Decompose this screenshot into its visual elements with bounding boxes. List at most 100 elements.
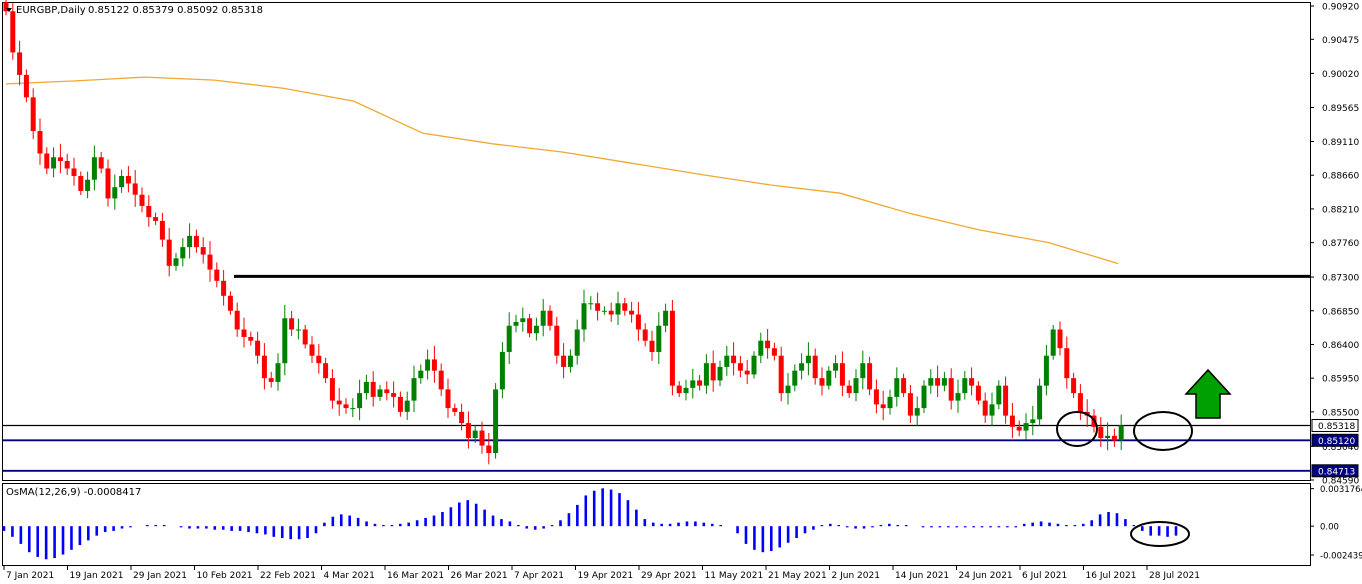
bear-candle [329, 378, 335, 401]
bull-candle [758, 340, 764, 356]
time-axis-label: 21 May 2021 [768, 571, 827, 581]
price-tick-label: 0.88210 [1322, 205, 1359, 215]
bear-candle [302, 329, 308, 345]
price-tick-label: 0.88660 [1322, 172, 1359, 182]
osma-panel-frame [2, 483, 1311, 566]
bear-candle [255, 340, 261, 356]
time-axis-label: 7 Jan 2021 [6, 571, 54, 581]
bear-candle [527, 318, 533, 334]
bull-candle [493, 389, 499, 454]
bear-candle [261, 355, 267, 379]
bull-candle [574, 329, 580, 356]
highlight-circle-2 [1133, 411, 1193, 451]
bear-candle [23, 74, 29, 98]
osma-tick-label: 0.0031764 [1320, 485, 1362, 495]
bull-candle [411, 378, 417, 401]
bull-candle [894, 378, 900, 397]
bear-candle [316, 355, 322, 364]
bull-candle [1118, 425, 1124, 441]
bear-candle [1003, 385, 1009, 416]
up-arrow-icon [1184, 368, 1232, 419]
bear-candle [465, 423, 471, 439]
price-tick-label: 0.89565 [1322, 104, 1359, 114]
time-axis-label: 29 Apr 2021 [641, 571, 697, 581]
bull-candle [540, 310, 546, 326]
bull-candle [751, 355, 757, 375]
bear-candle [812, 355, 818, 379]
bull-candle [1050, 329, 1056, 356]
bear-candle [57, 157, 63, 162]
bear-candle [64, 161, 70, 169]
bull-candle [588, 303, 594, 305]
bull-candle [941, 378, 947, 386]
bear-candle [44, 153, 50, 169]
bear-candle [438, 370, 444, 390]
bear-candle [268, 378, 274, 382]
bull-candle [996, 385, 1002, 405]
bull-candle [853, 378, 859, 394]
time-axis: 7 Jan 2021 19 Jan 2021 29 Jan 2021 10 Feb 2… [3, 566, 1200, 581]
chart-menu-triangle-icon[interactable] [6, 8, 12, 12]
price-tag-label: 0.84713 [1318, 467, 1355, 477]
bear-candle [139, 194, 145, 206]
bear-candle [975, 385, 981, 401]
bull-candle [275, 363, 281, 382]
bear-candle [10, 11, 16, 53]
bear-candle [78, 175, 84, 191]
bear-candle [207, 254, 213, 270]
bear-candle [622, 303, 628, 311]
bear-candle [153, 217, 159, 221]
bull-candle [833, 363, 839, 371]
osma-histogram-layer [2, 488, 1178, 560]
price-axis: 0.90920 0.90475 0.90020 0.89565 0.89110 0.886… [1310, 2, 1359, 487]
bear-candle [98, 157, 104, 169]
bear-candle [561, 355, 567, 367]
bull-candle [615, 303, 621, 315]
bear-candle [166, 239, 172, 266]
bull-candle [1030, 419, 1036, 424]
bear-candle [629, 310, 635, 315]
bear-candle [948, 378, 954, 401]
price-tag [1311, 418, 1359, 432]
bear-candle [649, 340, 655, 352]
price-tick-label: 0.90020 [1322, 70, 1359, 80]
bear-candle [697, 380, 703, 386]
time-axis-label: 19 Jan 2021 [70, 571, 124, 581]
bear-candle [839, 363, 845, 386]
ohlc-values: 0.85122 0.85379 0.85092 0.85318 [88, 5, 263, 16]
price-tag-label: 0.85318 [1318, 422, 1355, 432]
bull-candle [690, 380, 696, 388]
bear-candle [221, 280, 227, 296]
bear-candle [193, 235, 199, 248]
bull-candle [295, 329, 301, 331]
bear-candle [595, 303, 601, 311]
bear-candle [819, 378, 825, 386]
bear-candle [105, 168, 111, 199]
bear-candle [867, 363, 873, 390]
bull-candle [418, 370, 424, 379]
bear-candle [241, 329, 247, 337]
bear-candle [608, 310, 614, 315]
bull-candle [173, 258, 179, 266]
bear-candle [336, 400, 342, 405]
bull-candle [187, 235, 193, 248]
bear-candle [132, 183, 138, 195]
time-axis-label: 10 Feb 2021 [197, 571, 253, 581]
bull-candle [425, 359, 431, 371]
bull-candle [1023, 423, 1029, 431]
osma-tick-label: 0.00 [1320, 523, 1339, 533]
time-axis-label: 7 Apr 2021 [514, 571, 564, 581]
bull-candle [506, 325, 512, 352]
moving-average-layer [5, 76, 1119, 265]
bull-candle [180, 247, 186, 259]
time-axis-label: 14 Jun 2021 [895, 571, 949, 581]
bull-candle [357, 393, 363, 409]
bear-candle [391, 393, 397, 397]
symbol-label: EURGBP,Daily [16, 5, 86, 16]
bear-candle [969, 378, 975, 386]
bear-candle [125, 175, 131, 184]
bull-candle [112, 187, 118, 199]
price-tick-label: 0.84590 [1322, 477, 1359, 487]
bear-candle [982, 400, 988, 416]
